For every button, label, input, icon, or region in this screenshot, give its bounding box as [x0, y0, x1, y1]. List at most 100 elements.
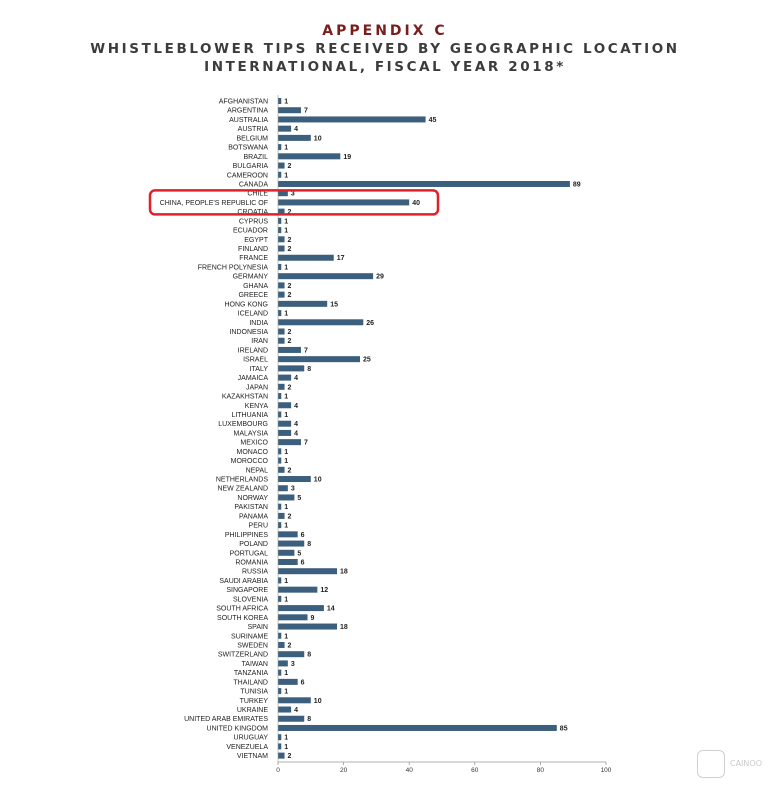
category-label: SOUTH AFRICA	[216, 606, 268, 613]
category-label: BOTSWANA	[228, 145, 268, 152]
data-label: 2	[288, 753, 292, 760]
data-label: 6	[301, 679, 305, 686]
data-bar	[278, 402, 292, 409]
category-label: LITHUANIA	[231, 412, 268, 419]
category-label: SWITZERLAND	[218, 652, 268, 659]
data-bar	[278, 466, 285, 473]
x-tick-label: 100	[601, 767, 612, 774]
x-tick-label: 60	[471, 767, 479, 774]
data-label: 2	[288, 338, 292, 345]
data-label: 19	[343, 154, 351, 161]
brand-logo-icon	[697, 750, 725, 778]
data-bar	[278, 512, 285, 519]
category-label: MEXICO	[240, 440, 268, 447]
category-label: IRELAND	[238, 347, 268, 354]
category-label: SINGAPORE	[226, 587, 268, 594]
x-tick-label: 0	[276, 767, 280, 774]
data-bar	[278, 374, 292, 381]
data-label: 1	[284, 228, 288, 235]
category-label: KENYA	[245, 403, 269, 410]
data-label: 4	[294, 375, 298, 382]
category-label: UNITED KINGDOM	[207, 725, 269, 732]
category-label: SPAIN	[248, 624, 269, 631]
data-label: 18	[340, 624, 348, 631]
data-bar	[278, 669, 282, 676]
category-label: NEW ZEALAND	[217, 486, 268, 493]
data-label: 10	[314, 477, 322, 484]
category-label: AFGHANISTAN	[219, 99, 268, 106]
category-label: TURKEY	[240, 698, 269, 705]
category-label: SLOVENIA	[233, 596, 268, 603]
category-label: IRAN	[251, 338, 268, 345]
category-label: GREECE	[238, 292, 268, 299]
data-bar	[278, 485, 288, 492]
category-label: ICELAND	[238, 311, 268, 318]
x-tick-label: 20	[340, 767, 348, 774]
category-label: PORTUGAL	[230, 550, 268, 557]
data-label: 1	[284, 218, 288, 225]
data-bar	[278, 383, 285, 390]
data-label: 2	[288, 209, 292, 216]
data-bar	[278, 107, 301, 114]
data-bar	[278, 752, 285, 759]
data-bar	[278, 227, 282, 234]
data-bar	[278, 125, 292, 132]
data-bar	[278, 98, 282, 104]
data-bar	[278, 162, 285, 169]
data-label: 4	[294, 403, 298, 410]
data-label: 1	[284, 145, 288, 152]
chart-title: WHISTLEBLOWER TIPS RECEIVED BY GEOGRAPHI…	[90, 41, 680, 57]
data-label: 7	[304, 108, 308, 115]
category-label: CROATIA	[237, 209, 268, 216]
data-label: 15	[330, 301, 338, 308]
data-bar	[278, 153, 341, 160]
data-bar	[278, 641, 285, 648]
data-bar	[278, 678, 298, 685]
category-label: NEPAL	[246, 467, 269, 474]
chart-subtitle: INTERNATIONAL, FISCAL YEAR 2018*	[204, 59, 566, 75]
data-bar	[278, 199, 410, 206]
data-bar	[278, 734, 282, 741]
category-label: CANADA	[239, 181, 269, 188]
data-label: 1	[284, 264, 288, 271]
data-bar	[278, 549, 295, 556]
data-label: 2	[288, 513, 292, 520]
data-label: 6	[301, 532, 305, 539]
data-bar	[278, 568, 338, 575]
data-bar	[278, 134, 311, 141]
category-label: SWEDEN	[237, 642, 268, 649]
data-bar	[278, 171, 282, 178]
data-bar	[278, 263, 282, 270]
data-label: 2	[288, 163, 292, 170]
data-label: 1	[284, 735, 288, 742]
data-bar	[278, 724, 557, 731]
category-label: LUXEMBOURG	[218, 421, 268, 428]
category-label: FRANCE	[239, 255, 268, 262]
data-bar	[278, 559, 298, 565]
category-label: SOUTH KOREA	[217, 615, 268, 622]
data-label: 8	[307, 652, 311, 659]
category-label: PHILIPPINES	[225, 532, 269, 539]
data-label: 1	[284, 689, 288, 696]
category-label: CYPRUS	[239, 218, 269, 225]
data-label: 8	[307, 541, 311, 548]
chart-titles: APPENDIX C WHISTLEBLOWER TIPS RECEIVED B…	[0, 22, 770, 76]
data-bar	[278, 190, 288, 197]
category-label: SURINAME	[231, 633, 268, 640]
data-bar	[278, 651, 305, 658]
category-label: CAMEROON	[227, 172, 268, 179]
x-tick-label: 40	[406, 767, 414, 774]
data-bar	[278, 540, 305, 547]
data-bar	[278, 346, 301, 353]
data-bar	[278, 660, 288, 667]
data-bar	[278, 632, 282, 639]
data-label: 2	[288, 283, 292, 290]
data-bar	[278, 208, 285, 215]
data-label: 25	[363, 357, 371, 364]
data-bar	[278, 439, 301, 446]
data-label: 1	[284, 412, 288, 419]
data-label: 6	[301, 560, 305, 567]
data-label: 3	[291, 486, 295, 493]
category-label: URUGUAY	[234, 735, 269, 742]
category-label: POLAND	[239, 541, 268, 548]
